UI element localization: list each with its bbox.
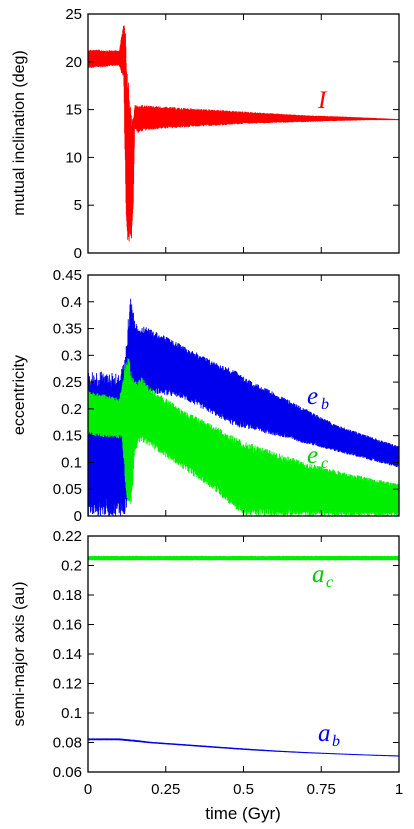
ab-series-label: a b — [318, 720, 340, 750]
svg-text:e: e — [307, 442, 318, 469]
semi-major-axis-y-axis-label: semi-major axis (au) — [11, 582, 28, 727]
x-tick-label: 0.25 — [151, 781, 180, 798]
svg-text:c: c — [321, 455, 328, 472]
eccentricity-y-tick-label: 0.45 — [53, 267, 82, 284]
semi-major-axis-y-tick-label: 0.08 — [53, 735, 82, 752]
eccentricity-y-tick-label: 0.4 — [61, 294, 82, 311]
svg-text:b: b — [321, 396, 329, 413]
eccentricity-panel: 0 0.05 0.1 0.15 0.2 0.25 0.3 0.35 0.4 0.45 eccent… — [11, 267, 400, 525]
eccentricity-y-axis-label: eccentricity — [11, 355, 28, 435]
eccentricity-y-tick-label: 0 — [74, 508, 82, 525]
inclination-y-tick-label: 25 — [65, 6, 82, 23]
inclination-y-tick-label: 10 — [65, 149, 82, 166]
semi-major-axis-plot-frame — [87, 535, 400, 773]
semi-major-axis-panel: 0.06 0.08 0.1 0.12 0.14 0.16 0.18 0.2 0.22 0 0.25 0… — [11, 528, 403, 823]
semi-major-axis-series-ab — [88, 738, 399, 757]
semi-major-axis-y-tick-label: 0.18 — [53, 587, 82, 604]
x-tick-label: 0.5 — [233, 781, 254, 798]
x-axis-label: time (Gyr) — [205, 804, 281, 823]
ec-series-label: e c — [307, 442, 328, 472]
semi-major-axis-y-tick-label: 0.22 — [53, 528, 82, 545]
x-tick-label: 1 — [395, 781, 403, 798]
svg-text:c: c — [326, 574, 333, 591]
semi-major-axis-y-tick-label: 0.06 — [53, 764, 82, 781]
ac-series-label: a c — [312, 561, 333, 591]
inclination-series-I — [88, 25, 399, 242]
semi-major-axis-y-tick-label: 0.14 — [53, 646, 82, 663]
eb-series-label: e b — [307, 383, 329, 413]
semi-major-axis-y-tick-label: 0.2 — [61, 558, 82, 575]
eccentricity-y-tick-label: 0.05 — [53, 481, 82, 498]
eccentricity-y-tick-label: 0.15 — [53, 428, 82, 445]
eccentricity-y-tick-label: 0.3 — [61, 347, 82, 364]
semi-major-axis-y-tick-label: 0.1 — [61, 705, 82, 722]
inclination-y-tick-label: 0 — [74, 245, 82, 262]
svg-text:e: e — [307, 383, 318, 410]
eccentricity-y-tick-label: 0.2 — [61, 401, 82, 418]
semi-major-axis-y-tick-label: 0.16 — [53, 617, 82, 634]
inclination-series-label: I — [317, 87, 328, 114]
x-tick-label: 0.75 — [307, 781, 336, 798]
eccentricity-y-tick-label: 0.35 — [53, 321, 82, 338]
eccentricity-y-tick-label: 0.1 — [61, 454, 82, 471]
eccentricity-y-tick-label: 0.25 — [53, 374, 82, 391]
inclination-y-tick-label: 5 — [74, 197, 82, 214]
inclination-y-tick-label: 15 — [65, 102, 82, 119]
inclination-y-axis-label: mutual inclination (deg) — [11, 50, 28, 215]
eccentricity-series-ec — [88, 358, 399, 516]
inclination-y-tick-label: 20 — [65, 54, 82, 71]
x-tick-label: 0 — [84, 781, 92, 798]
svg-text:b: b — [332, 733, 340, 750]
semi-major-axis-series-ac — [88, 555, 399, 561]
svg-text:a: a — [318, 720, 331, 747]
inclination-panel: 0 5 10 15 20 25 mutual inclination (deg) I — [11, 6, 400, 262]
semi-major-axis-y-tick-label: 0.12 — [53, 676, 82, 693]
svg-text:a: a — [312, 561, 325, 588]
